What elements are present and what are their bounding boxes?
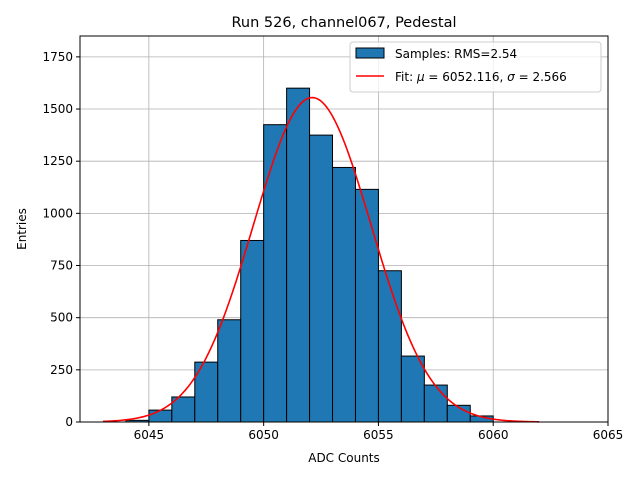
histogram-bar — [377, 270, 402, 423]
y-tick-label: 1500 — [42, 102, 73, 116]
y-tick-label: 1250 — [42, 154, 73, 168]
y-tick-label: 250 — [50, 363, 73, 377]
fit-curve — [102, 96, 540, 423]
y-tick-label: 1000 — [42, 206, 73, 220]
histogram-bar — [400, 355, 425, 423]
legend: Samples: RMS=2.54 Fit: μ = 6052.116, σ =… — [349, 41, 602, 93]
y-tick-label: 500 — [50, 311, 73, 325]
y-axis: 0 250 500 750 1000 1250 1500 1750 — [42, 50, 80, 429]
histogram-bar — [240, 239, 265, 423]
x-axis: 6045 6050 6055 6060 6065 — [134, 422, 624, 442]
legend-label-fit: Fit: μ = 6052.116, σ = 2.566 — [395, 70, 567, 84]
x-tick-label: 6045 — [134, 428, 165, 442]
histogram-bar — [148, 409, 173, 423]
x-tick-label: 6050 — [248, 428, 279, 442]
plot-frame — [79, 35, 609, 423]
histogram-bar — [332, 166, 356, 423]
x-tick-label: 6055 — [363, 428, 394, 442]
y-tick-label: 750 — [50, 259, 73, 273]
legend-label-samples: Samples: RMS=2.54 — [395, 47, 517, 61]
histogram-bar — [354, 188, 379, 423]
x-tick-label: 6060 — [478, 428, 509, 442]
bars — [125, 87, 494, 423]
histogram-bar — [309, 134, 334, 423]
legend-box — [349, 41, 602, 93]
y-tick-label: 1750 — [42, 50, 73, 64]
histogram-bar — [217, 319, 242, 423]
histogram-bar — [423, 384, 448, 423]
x-axis-label: ADC Counts — [308, 451, 380, 465]
y-tick-label: 0 — [65, 415, 73, 429]
x-tick-label: 6065 — [593, 428, 624, 442]
y-axis-label: Entries — [15, 208, 29, 250]
legend-patch-samples — [355, 47, 385, 59]
histogram-bar — [263, 124, 288, 423]
chart-title: Run 526, channel067, Pedestal — [231, 15, 456, 31]
histogram-bar — [286, 87, 311, 423]
